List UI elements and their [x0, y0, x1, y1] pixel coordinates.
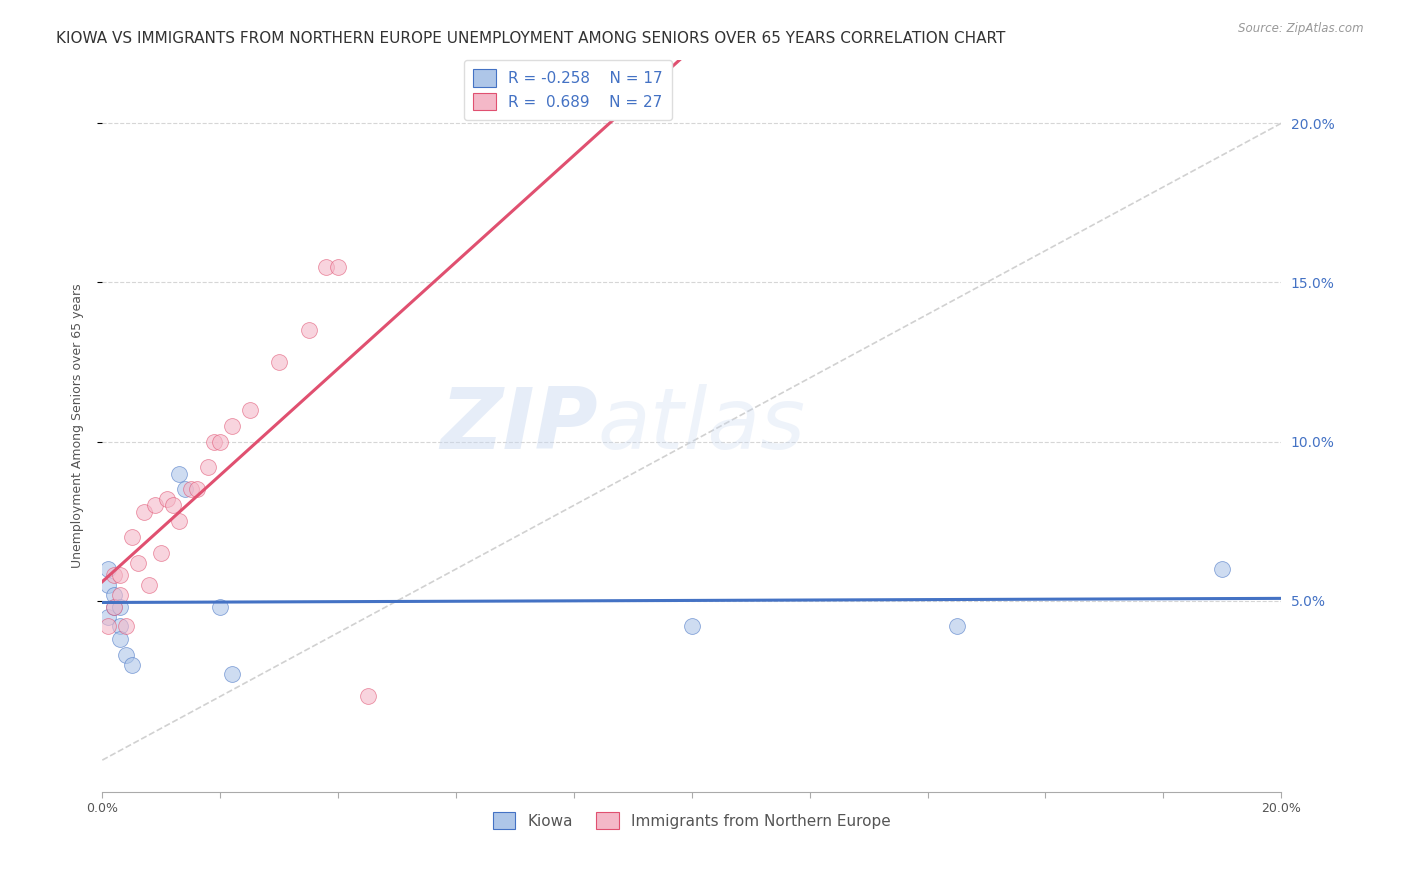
Point — [173, 483, 195, 497]
Point — [97, 610, 120, 624]
Point — [162, 499, 184, 513]
Point — [167, 467, 190, 481]
Point — [108, 588, 131, 602]
Point — [108, 568, 131, 582]
Point — [269, 355, 291, 369]
Point — [186, 483, 208, 497]
Point — [97, 619, 120, 633]
Point — [115, 619, 138, 633]
Point — [946, 619, 969, 633]
Point — [115, 648, 138, 662]
Point — [138, 578, 160, 592]
Text: atlas: atlas — [598, 384, 806, 467]
Point — [315, 260, 337, 274]
Point — [103, 568, 125, 582]
Point — [167, 514, 190, 528]
Point — [239, 402, 262, 417]
Point — [97, 562, 120, 576]
Point — [132, 505, 155, 519]
Text: KIOWA VS IMMIGRANTS FROM NORTHERN EUROPE UNEMPLOYMENT AMONG SENIORS OVER 65 YEAR: KIOWA VS IMMIGRANTS FROM NORTHERN EUROPE… — [56, 31, 1005, 46]
Point — [103, 588, 125, 602]
Point — [103, 600, 125, 615]
Point — [156, 491, 179, 506]
Point — [221, 418, 243, 433]
Point — [127, 556, 149, 570]
Point — [180, 483, 202, 497]
Point — [209, 600, 232, 615]
Point — [197, 460, 219, 475]
Point — [297, 323, 319, 337]
Point — [143, 499, 166, 513]
Point — [103, 600, 125, 615]
Point — [356, 690, 378, 704]
Point — [121, 530, 143, 544]
Point — [326, 260, 349, 274]
Point — [108, 600, 131, 615]
Text: ZIP: ZIP — [440, 384, 598, 467]
Point — [221, 667, 243, 681]
Point — [202, 434, 225, 449]
Legend: Kiowa, Immigrants from Northern Europe: Kiowa, Immigrants from Northern Europe — [486, 805, 897, 836]
Point — [681, 619, 703, 633]
Text: Source: ZipAtlas.com: Source: ZipAtlas.com — [1239, 22, 1364, 36]
Point — [97, 578, 120, 592]
Point — [121, 657, 143, 672]
Point — [108, 632, 131, 647]
Point — [108, 619, 131, 633]
Point — [1211, 562, 1233, 576]
Point — [150, 546, 173, 560]
Y-axis label: Unemployment Among Seniors over 65 years: Unemployment Among Seniors over 65 years — [72, 284, 84, 568]
Point — [209, 434, 232, 449]
